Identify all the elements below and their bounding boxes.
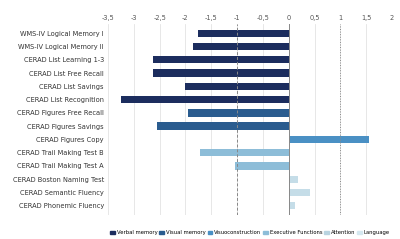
Bar — [193, 43, 289, 50]
Bar — [121, 96, 289, 103]
Bar — [157, 123, 289, 130]
Bar — [289, 176, 298, 183]
Bar — [289, 136, 369, 143]
Bar — [154, 56, 289, 63]
Bar — [200, 149, 289, 156]
Bar — [289, 202, 295, 209]
Bar — [186, 83, 289, 90]
Bar — [198, 30, 289, 37]
Legend: Verbal memory, Visual memory, Visuoconstruction, Executive Functions, Attention,: Verbal memory, Visual memory, Visuoconst… — [108, 228, 392, 237]
Bar — [154, 69, 289, 77]
Bar — [234, 162, 289, 170]
Bar — [188, 109, 289, 117]
Bar — [289, 189, 310, 196]
